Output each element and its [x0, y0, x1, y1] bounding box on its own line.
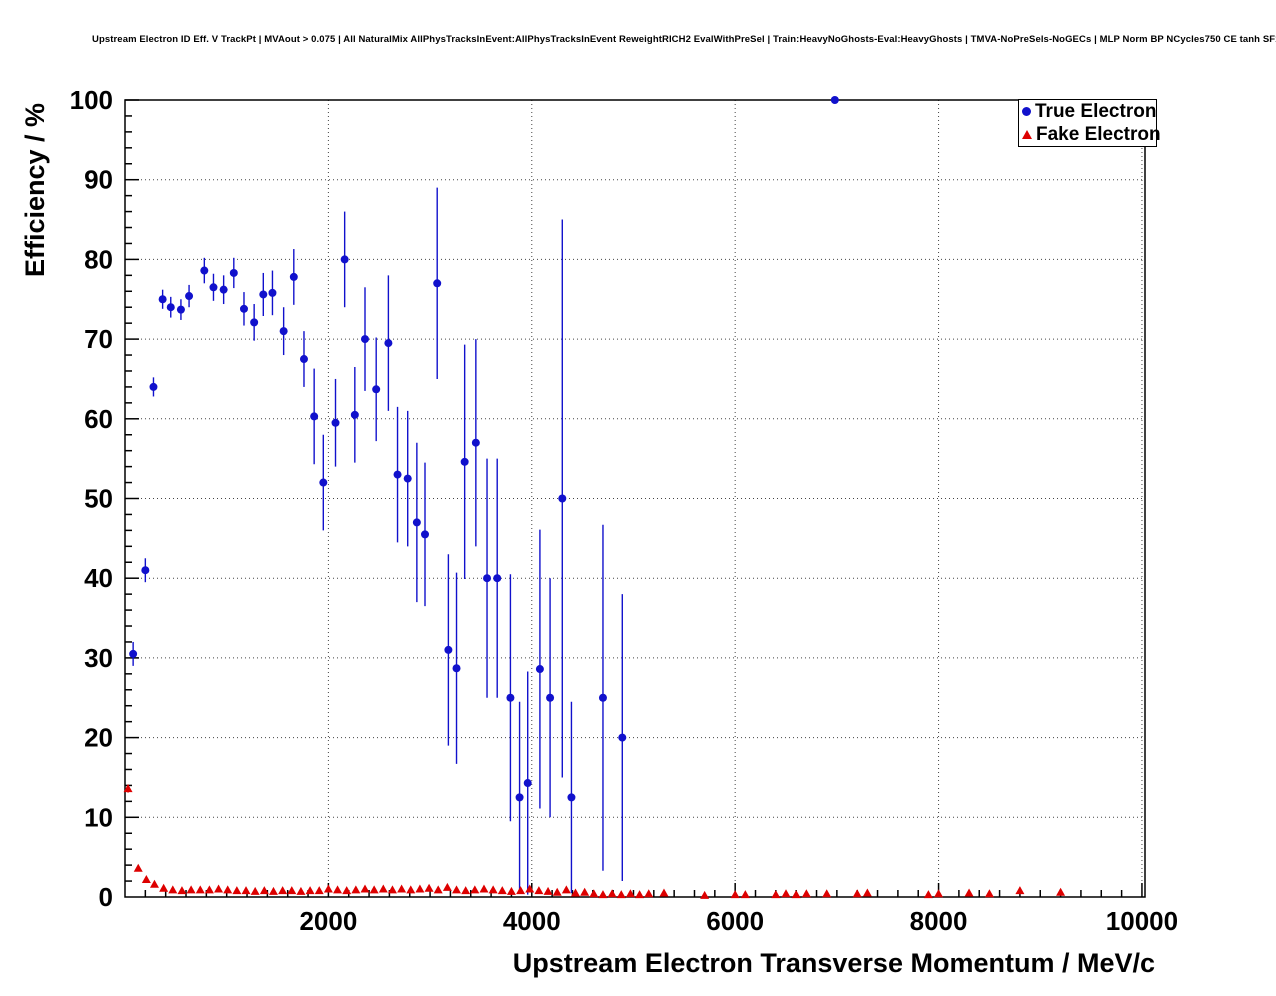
svg-text:0: 0 — [99, 882, 113, 912]
svg-text:90: 90 — [84, 165, 113, 195]
svg-text:10000: 10000 — [1106, 906, 1178, 936]
y-axis-title: Efficiency / % — [20, 103, 50, 277]
svg-text:8000: 8000 — [910, 906, 968, 936]
svg-text:70: 70 — [84, 324, 113, 354]
x-axis-title: Upstream Electron Transverse Momentum / … — [513, 948, 1155, 978]
legend-label-true-electron: True Electron — [1035, 100, 1157, 122]
svg-text:40: 40 — [84, 563, 113, 593]
legend-entry-true-electron: True Electron — [1019, 100, 1156, 123]
fake-electron-marker-icon — [1022, 130, 1032, 139]
svg-text:30: 30 — [84, 643, 113, 673]
true-electron-marker-icon — [1022, 107, 1031, 116]
svg-text:50: 50 — [84, 484, 113, 514]
svg-text:80: 80 — [84, 244, 113, 274]
data-points — [123, 96, 1066, 899]
svg-text:20: 20 — [84, 723, 113, 753]
svg-text:4000: 4000 — [503, 906, 561, 936]
grid-lines — [125, 99, 1145, 897]
svg-text:6000: 6000 — [706, 906, 764, 936]
svg-text:60: 60 — [84, 404, 113, 434]
legend-label-fake-electron: Fake Electron — [1036, 123, 1161, 145]
axes: 2000 4000 6000 8000 10000 0 10 20 30 40 50 60 70 80 90… — [70, 85, 1178, 936]
svg-text:2000: 2000 — [299, 906, 357, 936]
svg-text:100: 100 — [70, 85, 113, 115]
svg-text:10: 10 — [84, 802, 113, 832]
plot-title: Upstream Electron ID Eff. V TrackPt | MV… — [92, 34, 1276, 45]
legend-entry-fake-electron: Fake Electron — [1019, 123, 1161, 146]
legend: True Electron Fake Electron — [1018, 99, 1161, 147]
